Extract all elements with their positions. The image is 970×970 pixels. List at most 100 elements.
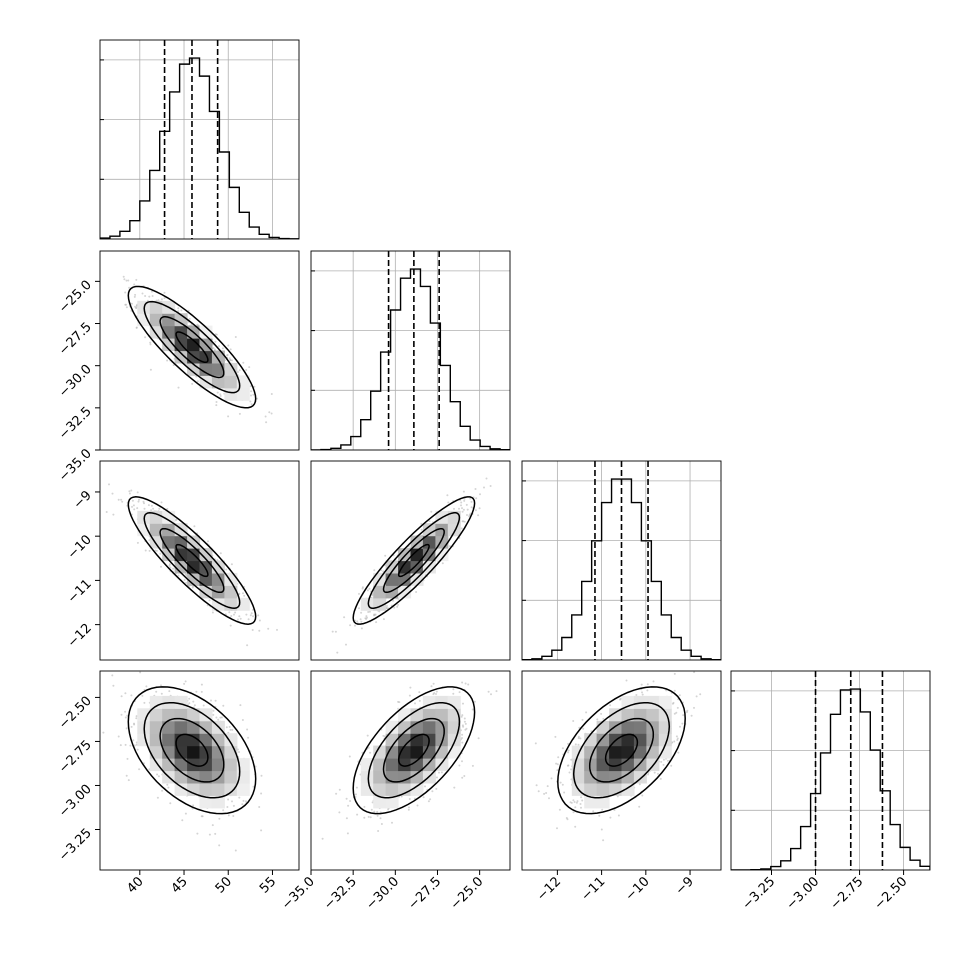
sample-point: [345, 817, 348, 820]
density-cell: [435, 548, 449, 562]
sample-point: [185, 581, 188, 584]
sample-point: [428, 520, 431, 523]
sample-point: [245, 369, 248, 371]
sample-point: [133, 508, 136, 511]
sample-point: [462, 508, 465, 511]
density-cell: [410, 720, 424, 734]
sample-point: [464, 722, 467, 725]
density-cell: [211, 758, 225, 772]
sample-point: [124, 710, 127, 713]
sample-point: [144, 295, 147, 297]
panel-frame: [99, 670, 300, 871]
sample-point: [367, 611, 370, 613]
sample-point: [580, 796, 583, 799]
sample-point: [172, 567, 175, 570]
density-cell: [447, 733, 461, 747]
contour-line: [352, 686, 476, 815]
sample-point: [166, 359, 169, 362]
panel-frame: [310, 460, 511, 661]
density-cell: [224, 362, 238, 376]
density-cell: [211, 733, 225, 747]
density-cell: [447, 523, 461, 537]
sample-point: [237, 371, 239, 373]
sample-point: [195, 690, 198, 693]
sample-point: [420, 528, 423, 531]
contour-line: [159, 527, 225, 594]
density-cell: [162, 708, 176, 722]
sample-point: [185, 574, 188, 577]
contour-line: [367, 512, 461, 609]
sample-point: [183, 579, 186, 581]
sample-point: [119, 744, 122, 747]
sample-point: [336, 651, 339, 654]
sample-point: [229, 728, 232, 731]
sample-point: [247, 736, 250, 739]
sample-point: [184, 812, 187, 815]
sample-point: [460, 501, 463, 504]
sample-point: [264, 415, 267, 418]
sample-point: [242, 799, 245, 802]
sample-point: [268, 411, 271, 414]
x-tick-label: 50: [213, 874, 235, 896]
sample-point: [181, 819, 184, 822]
sample-point: [251, 629, 254, 631]
sample-point: [267, 627, 270, 630]
sample-point: [461, 714, 464, 717]
density-cell: [224, 733, 238, 747]
sample-point: [207, 540, 209, 543]
sample-point: [222, 704, 225, 707]
sample-point: [226, 806, 229, 808]
sample-point: [127, 279, 130, 282]
sample-point: [408, 694, 411, 697]
sample-point: [452, 688, 455, 691]
sample-point: [369, 751, 372, 754]
sample-point: [233, 613, 235, 616]
sample-point: [361, 587, 364, 590]
sample-point: [172, 364, 175, 367]
sample-point: [489, 485, 492, 487]
sample-point: [221, 347, 224, 350]
sample-point: [416, 804, 419, 807]
sample-point: [124, 303, 127, 306]
sample-point: [156, 796, 159, 799]
density-cell: [373, 795, 387, 809]
sample-point: [252, 785, 255, 788]
sample-point: [137, 500, 140, 503]
sample-point: [239, 704, 242, 707]
density-cell: [187, 708, 201, 722]
contour-line: [352, 496, 476, 625]
sample-point: [160, 298, 163, 301]
sample-point: [382, 618, 385, 621]
sample-point: [468, 515, 471, 518]
histogram-step: [311, 268, 510, 450]
sample-point: [375, 621, 378, 624]
sample-point: [414, 702, 416, 705]
sample-point: [435, 690, 438, 693]
sample-point: [234, 611, 237, 614]
sample-point: [130, 694, 133, 697]
sample-point: [458, 691, 461, 694]
density-cell: [199, 720, 213, 734]
sample-point: [376, 810, 379, 813]
sample-point: [219, 393, 222, 396]
sample-point: [335, 792, 338, 795]
sample-point: [136, 491, 139, 494]
density-cell: [199, 758, 213, 772]
density-cell: [410, 548, 424, 562]
sample-point: [228, 611, 231, 614]
sample-point: [145, 685, 148, 688]
sample-point: [246, 644, 249, 647]
sample-point: [676, 739, 679, 741]
sample-point: [355, 793, 357, 796]
sample-point: [483, 486, 485, 489]
sample-point: [574, 825, 577, 828]
sample-point: [469, 512, 472, 515]
sample-point: [149, 368, 152, 371]
sample-point: [192, 804, 195, 807]
sample-point: [418, 699, 421, 702]
sample-point: [384, 554, 387, 557]
sample-point: [125, 774, 128, 777]
sample-point: [228, 725, 231, 728]
panel-2-2: [521, 460, 722, 661]
sample-point: [139, 671, 142, 674]
